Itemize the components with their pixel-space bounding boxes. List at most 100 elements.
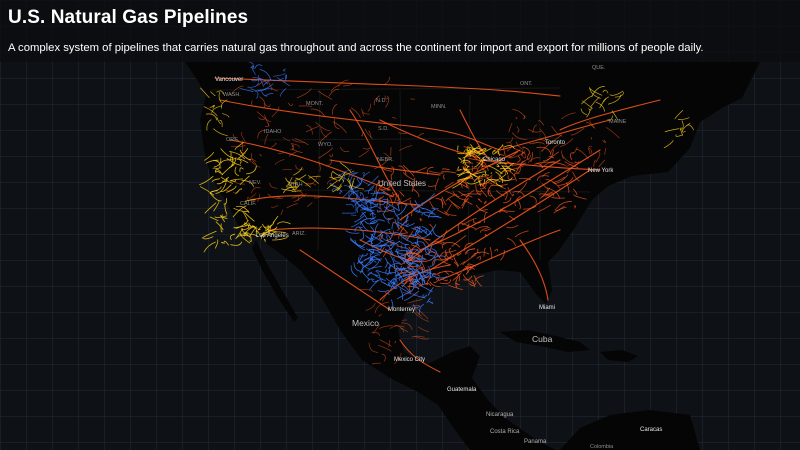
pipeline-segment [389,192,395,198]
pipeline-segment [408,270,420,274]
pipeline-segment [397,250,413,252]
pipeline-segment [406,254,422,262]
pipeline-segment [364,258,377,263]
pipeline-segment [463,168,477,178]
pipeline-segment [315,121,331,132]
label-new-york: New York [588,168,614,174]
pipeline-segment [361,269,370,280]
pipeline-segment [221,164,235,176]
pipeline-segment [431,275,448,279]
pipeline-segment [411,207,416,217]
pipeline-segment [386,235,390,242]
label-nd: N.D. [376,98,387,104]
baja-california-land [252,240,298,322]
pipeline-segment [478,148,492,156]
pipeline-segment [428,266,431,278]
pipeline-segment [444,211,457,216]
pipeline-segment [369,252,372,262]
label-toronto: Toronto [545,140,566,146]
pipeline-segment [514,230,529,238]
pipeline-segment [385,269,387,275]
pipeline-segment [269,227,431,241]
pipeline-segment [249,237,252,243]
pipeline-segment [457,177,470,181]
pipeline-segment [205,159,219,164]
pipeline-segment [328,89,340,97]
label-ariz: ARIZ. [292,231,307,237]
pipeline-segment [529,195,537,204]
pipeline-segment [370,191,385,195]
pipeline-segment [470,144,486,155]
pipeline-segment [479,159,601,171]
pipeline-segment [536,175,549,181]
pipeline-segment [408,251,412,258]
pipeline-segment [219,120,223,128]
pipeline-segment [554,205,565,211]
pipeline-segment [420,271,437,276]
pipeline-segment [461,198,469,209]
pipeline-segment [500,207,505,213]
pipeline-segment [375,271,381,279]
pipeline-segment [268,80,279,92]
pipeline-segment [591,86,605,97]
pipeline-segment [378,289,390,293]
pipeline-segment [384,205,391,214]
pipeline-segment [469,282,477,286]
pipeline-segment [566,161,581,174]
pipeline-segment [424,230,428,233]
pipeline-segment [380,230,391,241]
pipeline-segment [354,239,361,247]
pipeline-segment [415,264,418,270]
pipeline-segment [421,233,431,239]
pipeline-segment [433,279,439,284]
pipeline-segment [361,108,364,117]
pipeline-segment [400,278,405,285]
pipeline-segment [503,145,515,149]
pipeline-segment [390,240,401,250]
pipeline-segment [445,242,461,248]
pipeline-segment [350,214,357,217]
pipeline-segment [538,193,551,197]
pipeline-segment [203,236,214,240]
pipeline-segment [332,103,338,115]
label-costa-rica: Costa Rica [490,429,520,435]
pipeline-segment [232,134,243,144]
pipeline-segment [204,202,217,214]
pipeline-segment [395,268,400,277]
pipeline-segment [595,151,601,163]
label-wyo: WYO. [318,142,333,148]
pipeline-segment [411,305,421,307]
pipeline-segment [293,167,303,176]
pipeline-segment [390,255,396,268]
pipeline-segment [458,157,462,161]
pipeline-segment [401,275,415,282]
pipeline-segment [409,234,421,239]
pipeline-segment [332,188,338,192]
pipeline-segment [456,150,465,155]
pipeline-segment [318,160,321,172]
pipeline-segment [448,247,453,256]
pipeline-segment [244,199,256,202]
label-utah: UTAH [288,182,303,188]
pipeline-segment [434,178,439,190]
state-borders [209,87,591,281]
pipeline-segment [459,109,491,161]
pipeline-segment [483,247,486,257]
pipeline-segment [201,230,217,239]
pipeline-segment [377,344,392,352]
pipeline-segment [331,84,340,93]
pipeline-segment [398,145,413,151]
pipeline-segment [559,138,574,148]
pipeline-segment [358,261,371,270]
pipeline-segment [419,274,423,285]
pipeline-segment [269,182,278,189]
pipeline-segment [485,171,490,176]
pipeline-segment [250,66,255,70]
pipeline-segment [511,193,515,197]
pipeline-segment [352,182,362,190]
pipeline-segment [236,235,250,238]
pipeline-segment [370,236,375,248]
pipeline-segment [250,78,260,82]
pipeline-segment [561,150,564,160]
